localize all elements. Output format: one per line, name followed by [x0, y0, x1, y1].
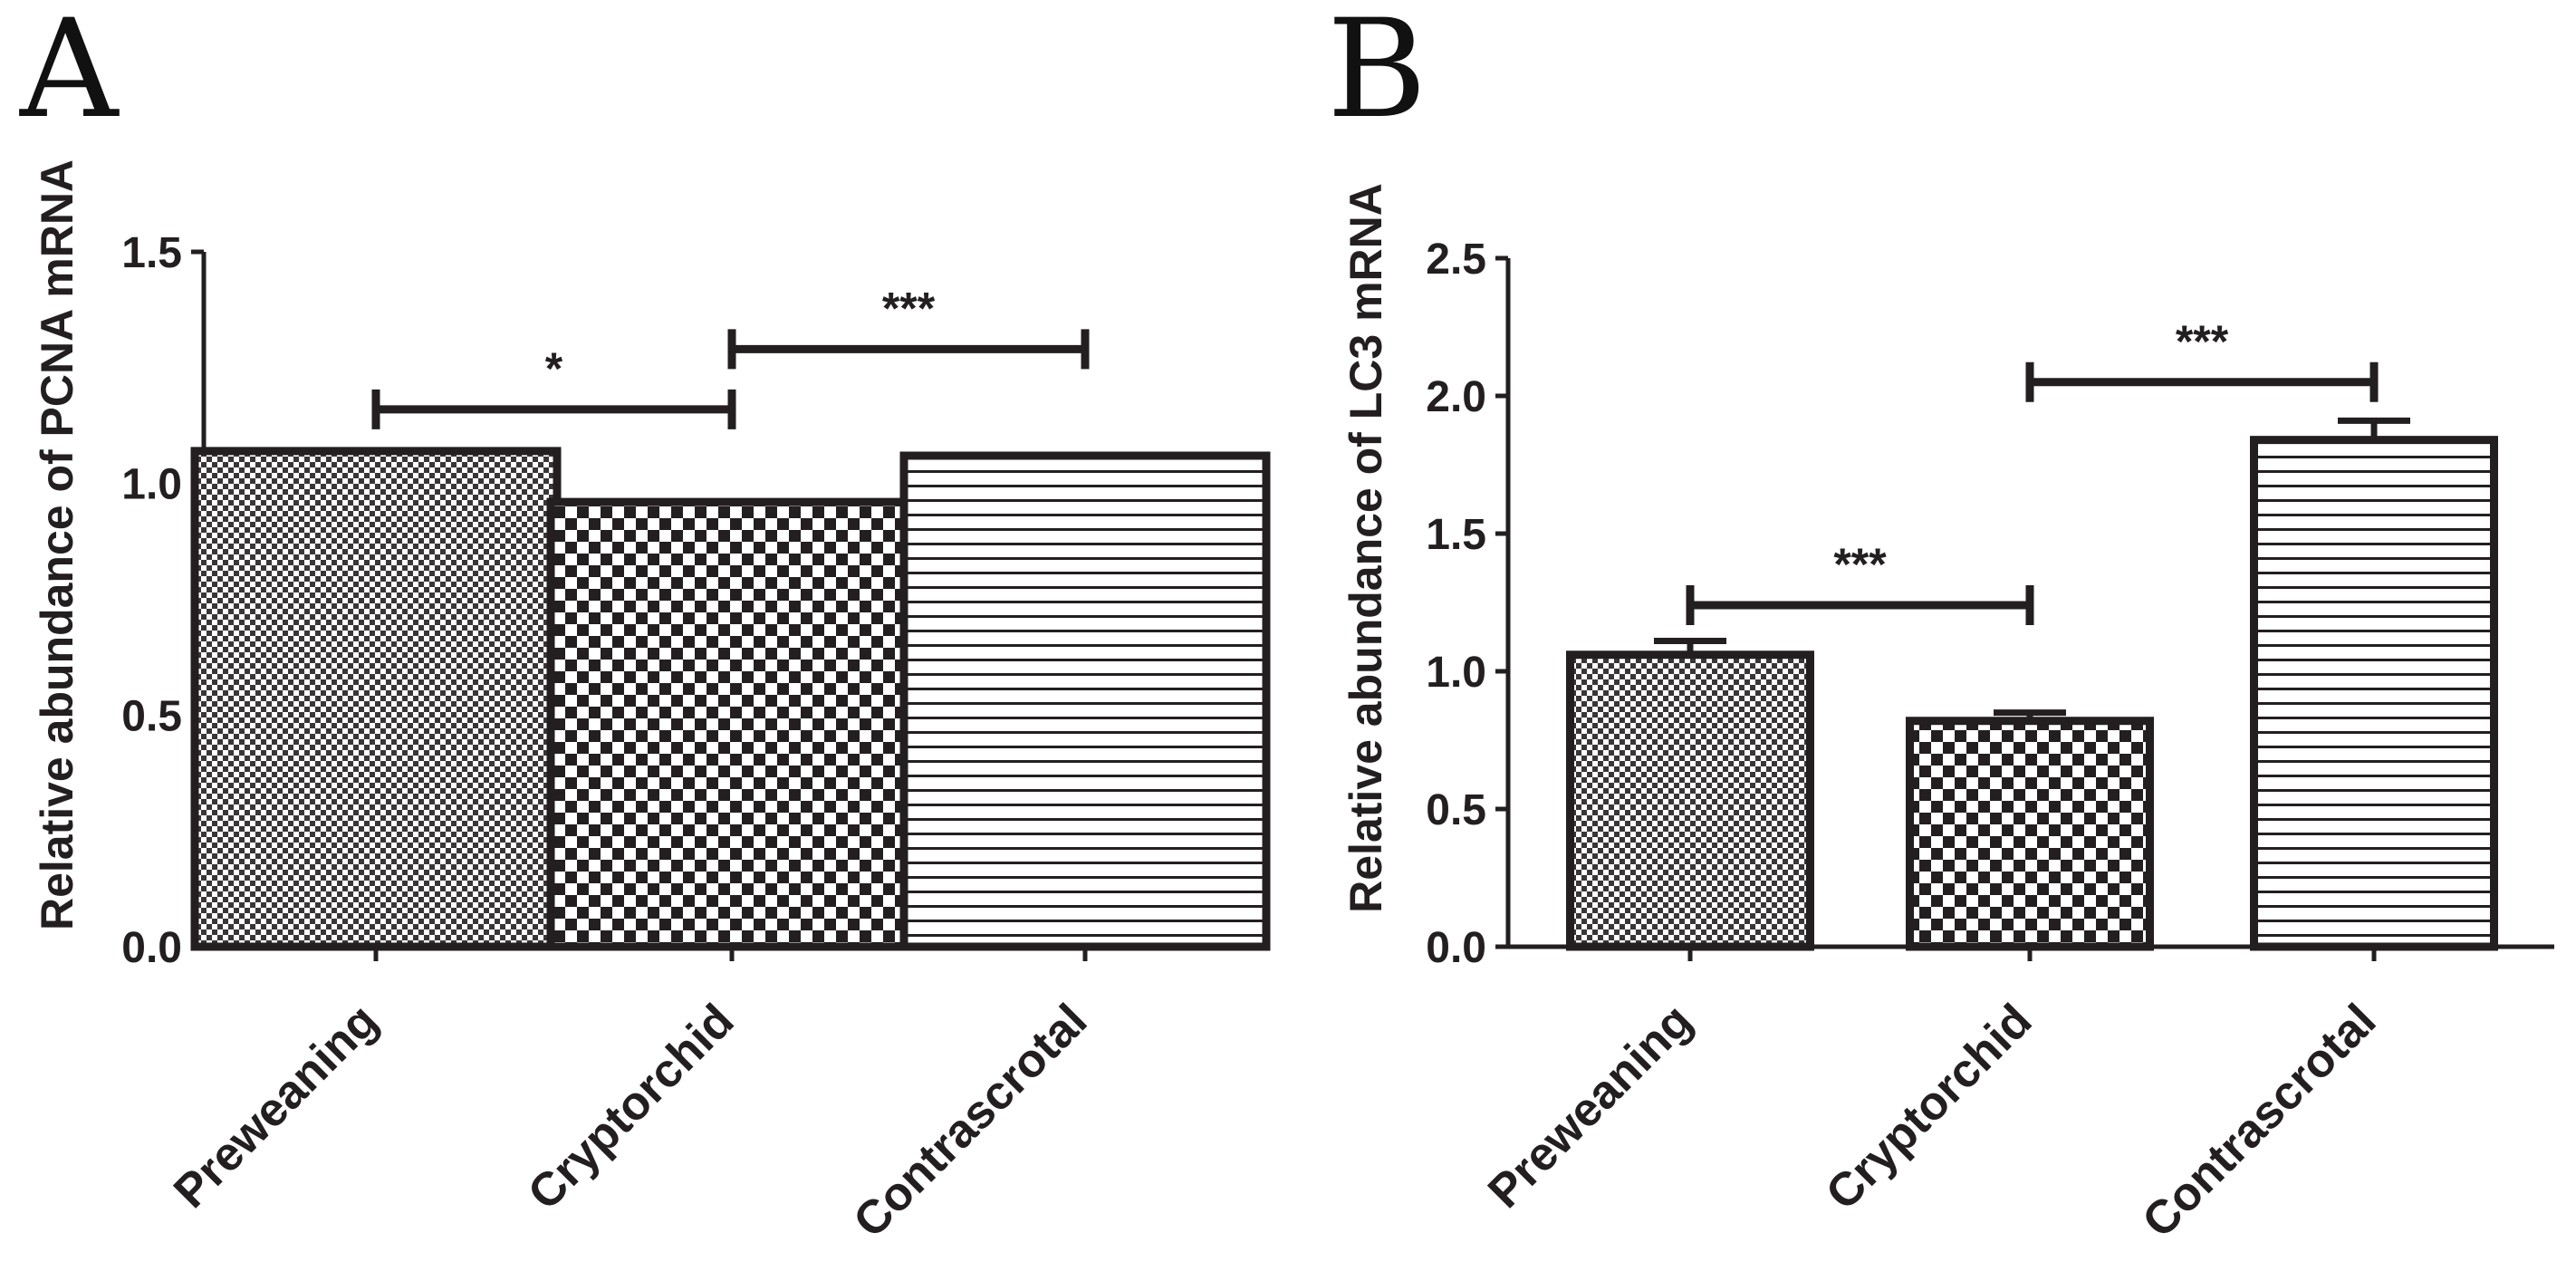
panel-b-y-tick-label: 0.0 [1426, 924, 1486, 972]
chart-panel-b: Relative abundance of LC3 mRNA 0.0 0.5 1.0 1… [1341, 183, 2554, 1248]
panel-letter-b: B [1327, 0, 1427, 149]
panel-b-y-tick-label: 2.0 [1426, 373, 1486, 421]
panel-a-significance-label: *** [882, 283, 936, 333]
panel-a-y-tick-label: 1.5 [121, 229, 182, 277]
panel-a-significance-label: * [545, 343, 563, 394]
panel-a-y-axis-label: Relative abundance of PCNA mRNA [32, 159, 82, 930]
panel-b-y-tick-label: 2.5 [1426, 236, 1486, 284]
panel-a-category-label: Cryptorchid [518, 994, 744, 1219]
panel-b-bar-contrascrotal [2250, 436, 2498, 951]
panel-a-category-label: Contrascrotal [843, 994, 1097, 1247]
panel-b-bar-preweaning [1566, 650, 1814, 951]
panel-b-category-label: Cryptorchid [1816, 994, 2042, 1219]
panel-b-category-label: Preweaning [1478, 994, 1702, 1218]
panel-b-category-label: Contrascrotal [2132, 994, 2386, 1247]
panel-a-category-label: Preweaning [164, 994, 388, 1218]
panel-b-significance-label: *** [2176, 316, 2229, 367]
panel-a-y-tick-label: 0.0 [121, 924, 182, 972]
panel-a-bar-cryptorchid [546, 497, 918, 951]
panel-b-significance-label: *** [1833, 539, 1887, 590]
panel-a-y-tick-label: 0.5 [121, 692, 182, 740]
panel-a-y-tick-label: 1.0 [121, 461, 182, 509]
chart-panel-a: Relative abundance of PCNA mRNA 0.0 0.5 1.0… [32, 159, 1271, 1248]
panel-b-y-tick-label: 1.5 [1426, 511, 1486, 559]
panel-b-bar-cryptorchid [1906, 717, 2154, 951]
panel-b-y-axis-label: Relative abundance of LC3 mRNA [1341, 183, 1391, 913]
panel-letter-a: A [19, 0, 120, 149]
panel-a-bar-preweaning [190, 447, 562, 951]
panel-b-y-tick-label: 0.5 [1426, 786, 1486, 834]
panel-b-y-tick-label: 1.0 [1426, 649, 1486, 697]
panel-a-bar-contrascrotal [899, 451, 1271, 951]
